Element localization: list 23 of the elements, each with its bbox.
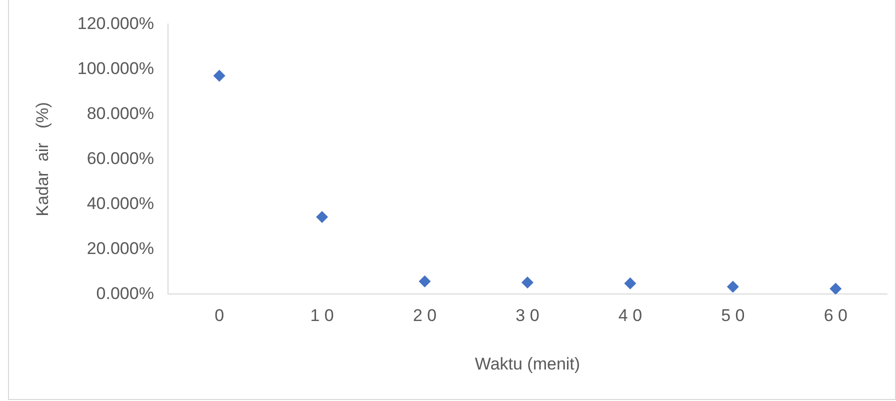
x-tick-label: 4 0 <box>618 306 642 326</box>
y-tick-label: 100.000% <box>77 58 154 78</box>
y-tick-label: 60.000% <box>86 148 154 168</box>
point <box>418 275 431 288</box>
y-tick-label: 0.000% <box>96 284 154 303</box>
y-tick-label: 40.000% <box>86 194 154 213</box>
x-tick-label: 6 0 <box>824 306 848 326</box>
y-tick-label: 20.000% <box>86 238 154 258</box>
x-tick-label: 1 0 <box>310 306 334 326</box>
x-tick-label: 0 <box>214 306 224 326</box>
point <box>316 211 328 224</box>
x-tick-label: 2 0 <box>412 306 437 326</box>
y-tick-label: 80.000% <box>86 104 154 123</box>
point <box>521 276 534 288</box>
point <box>213 70 226 82</box>
x-tick-label: 5 0 <box>721 306 745 326</box>
x-tick-label: 3 0 <box>516 306 540 326</box>
y-tick-label: 120.000% <box>77 14 154 33</box>
point <box>830 282 842 294</box>
point <box>624 277 636 290</box>
y-axis-title: Kadar air (%) <box>32 102 52 216</box>
point <box>726 280 739 293</box>
x-axis-title: Waktu (menit) <box>474 354 580 374</box>
